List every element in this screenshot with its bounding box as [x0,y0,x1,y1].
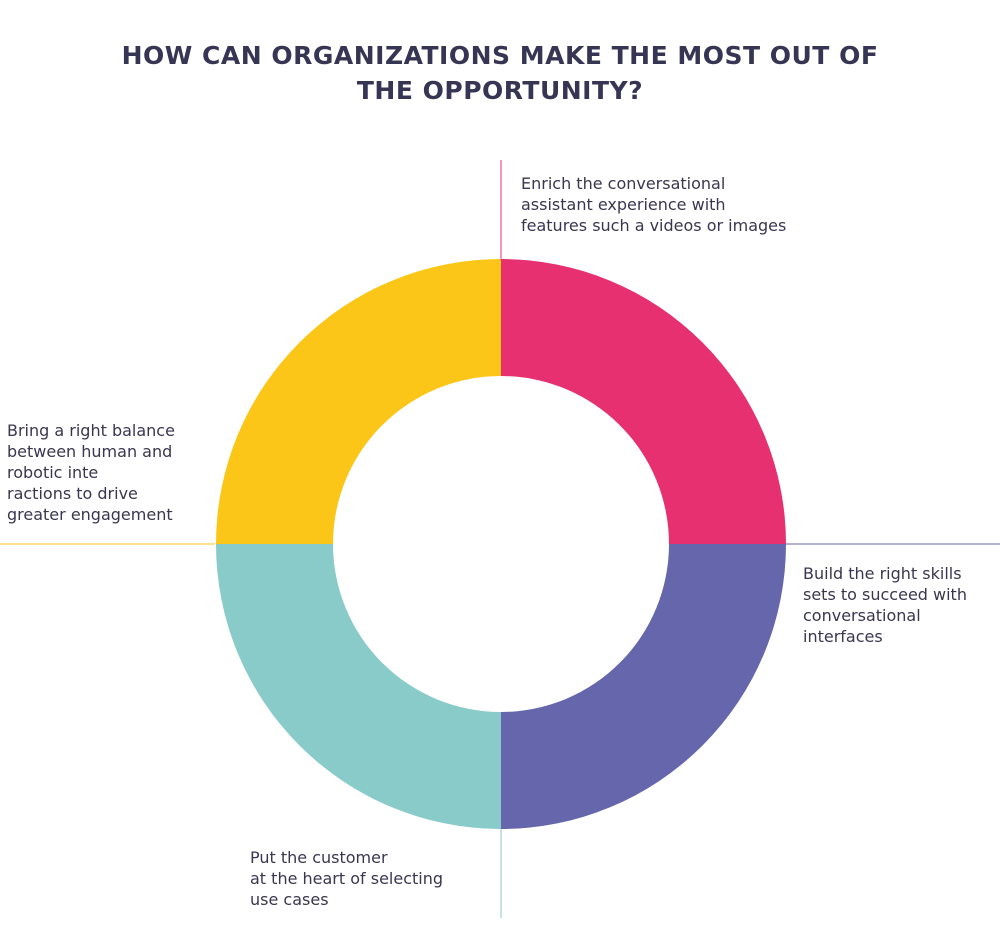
label-top-right: Enrich the conversational assistant expe… [521,173,786,236]
segment-top-right [501,259,786,544]
label-line: ractions to drive [7,484,138,503]
label-line: assistant experience with [521,195,726,214]
label-bottom-left: Put the customer at the heart of selecti… [250,847,443,910]
label-line: Enrich the conversational [521,174,726,193]
label-line: robotic inte [7,463,99,482]
label-line: Bring a right balance [7,421,175,440]
segment-top-left [216,259,501,544]
label-line: Build the right skills [803,564,962,583]
label-line: conversational [803,606,921,625]
label-line: at the heart of selecting [250,869,444,888]
diagram-title: HOW CAN ORGANIZATIONS MAKE THE MOST OUT … [0,38,1000,108]
label-line: sets to succeed with [803,585,967,604]
label-line: greater engagement [7,505,173,524]
label-bottom-right: Build the right skills sets to succeed w… [803,563,967,647]
label-line: use cases [250,890,329,909]
label-line: interfaces [803,627,883,646]
title-line-1: HOW CAN ORGANIZATIONS MAKE THE MOST OUT … [121,41,879,70]
label-line: Put the customer [250,848,388,867]
label-line: features such a videos or images [521,216,787,235]
title-line-2: THE OPPORTUNITY? [356,76,644,105]
segment-bottom-right [501,544,786,829]
label-top-left: Bring a right balance between human and … [7,420,175,525]
segment-bottom-left [216,544,501,829]
label-line: between human and [7,442,173,461]
